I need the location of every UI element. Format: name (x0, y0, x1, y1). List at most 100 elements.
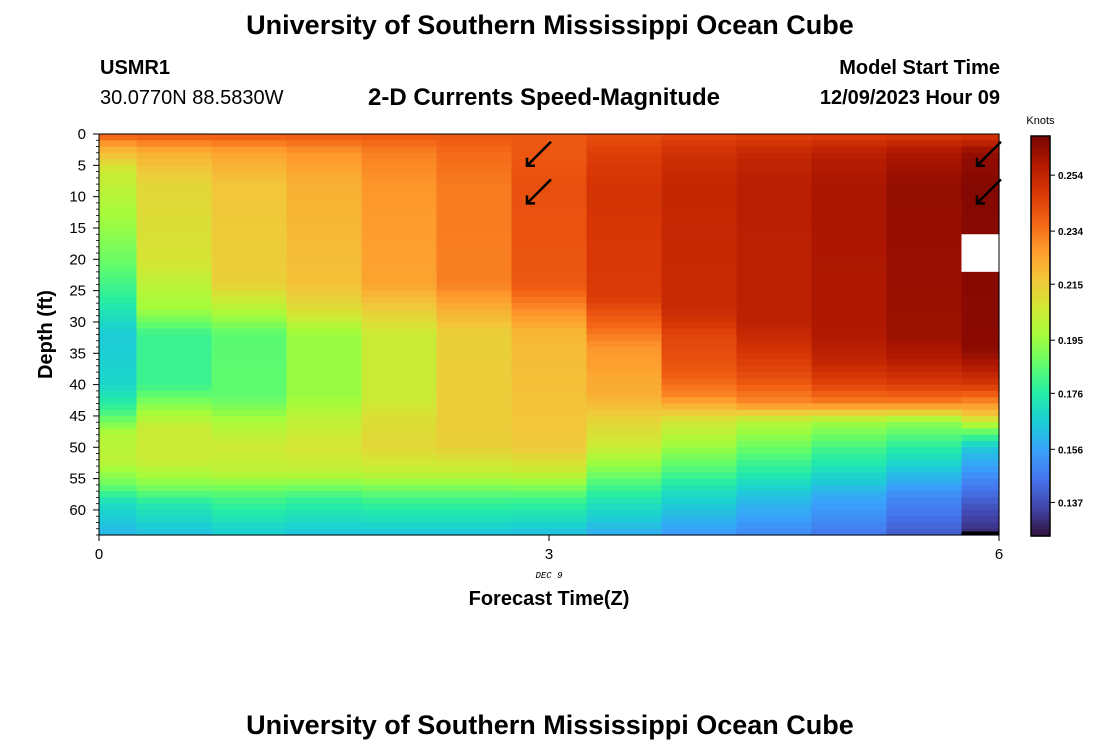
heatmap-cell (661, 227, 738, 235)
heatmap-cell (511, 234, 588, 242)
heatmap-cell (136, 372, 213, 379)
heatmap-cell (886, 171, 963, 179)
colorbar-segment (1031, 339, 1050, 344)
heatmap-cell (736, 196, 813, 204)
heatmap-cell (886, 303, 963, 311)
heatmap-cell (286, 334, 363, 342)
heatmap-cell (586, 334, 663, 342)
heatmap-cell (211, 140, 288, 148)
heatmap-cell (286, 409, 363, 417)
heatmap-cell (99, 209, 138, 217)
heatmap-cell (511, 359, 588, 367)
heatmap-cell (586, 296, 663, 304)
heatmap-cell (586, 159, 663, 166)
heatmap-cell (586, 528, 663, 536)
heatmap-cell (436, 265, 513, 273)
heatmap-cell (661, 422, 738, 430)
heatmap-cell (286, 184, 363, 191)
heatmap-cell (211, 134, 288, 141)
heatmap-cell (736, 221, 813, 229)
heatmap-cell (811, 403, 888, 411)
colorbar-segment (1031, 256, 1050, 260)
heatmap-cell (511, 321, 588, 329)
colorbar-tick-label: 0.156 (1058, 445, 1083, 456)
x-tick-label: 0 (95, 546, 103, 563)
station-coordinates: 30.0770N 88.5830W (100, 87, 284, 109)
heatmap-cell (886, 434, 963, 442)
heatmap-cell (99, 522, 138, 530)
heatmap-cell (586, 378, 663, 386)
heatmap-cell (511, 221, 588, 229)
heatmap-cell (961, 403, 1000, 411)
heatmap-cell (961, 202, 1000, 210)
colorbar-label: Knots (1026, 115, 1055, 127)
colorbar-segment (1031, 296, 1050, 300)
heatmap-cell (136, 365, 213, 373)
heatmap-cell (586, 497, 663, 505)
heatmap-cell (511, 353, 588, 361)
heatmap-cell (961, 497, 1000, 505)
heatmap-cell (586, 215, 663, 223)
heatmap-cell (99, 441, 138, 448)
heatmap-cell (436, 484, 513, 492)
heatmap-cell (436, 428, 513, 436)
heatmap-cell (886, 497, 963, 505)
heatmap-cell (286, 484, 363, 492)
heatmap-cell (811, 478, 888, 486)
heatmap-cell (736, 140, 813, 148)
heatmap-cell (811, 359, 888, 367)
heatmap-cell (136, 453, 213, 461)
heatmap-cell (286, 347, 363, 354)
heatmap-cell (811, 171, 888, 179)
colorbar-segment (1031, 276, 1050, 280)
heatmap-cell (211, 453, 288, 461)
heatmap-cell (99, 459, 138, 467)
heatmap-cell (811, 422, 888, 430)
heatmap-cell (286, 491, 363, 499)
heatmap-cell (811, 315, 888, 323)
heatmap-cell (811, 459, 888, 467)
model-start-label: Model Start Time (839, 57, 1000, 79)
heatmap-cell (961, 453, 1000, 461)
heatmap-cell (661, 328, 738, 336)
heatmap-cell (886, 259, 963, 267)
heatmap-cell (136, 296, 213, 304)
heatmap-cell (136, 140, 213, 148)
heatmap-cell (811, 497, 888, 505)
colorbar-segment (1031, 269, 1050, 274)
heatmap-cell (511, 466, 588, 473)
heatmap-cell (811, 503, 888, 511)
heatmap-cell (361, 284, 438, 292)
colorbar-segment (1031, 519, 1050, 524)
heatmap-cell (586, 221, 663, 229)
heatmap-cell (736, 509, 813, 517)
heatmap-cell (99, 227, 138, 235)
colorbar-segment (1031, 186, 1050, 190)
heatmap-cell (211, 503, 288, 511)
heatmap-cell (99, 497, 138, 505)
heatmap-cell (511, 134, 588, 141)
heatmap-cell (511, 397, 588, 405)
heatmap-cell (511, 290, 588, 298)
colorbar-frame (1030, 135, 1051, 537)
heatmap-cell (211, 365, 288, 373)
heatmap-cell (961, 259, 1000, 267)
heatmap-cell (736, 152, 813, 160)
heatmap-cell (811, 146, 888, 154)
colorbar-segment (1031, 309, 1050, 314)
colorbar-segment (1031, 179, 1050, 184)
heatmap-cell (886, 328, 963, 336)
heatmap-cell (886, 503, 963, 511)
colorbar-segment (1031, 466, 1050, 470)
heatmap-cell (361, 259, 438, 267)
heatmap-cell (511, 522, 588, 530)
heatmap-cell (736, 296, 813, 304)
heatmap-cell (811, 409, 888, 417)
heatmap-cell (99, 503, 138, 511)
heatmap-cell (436, 290, 513, 298)
heatmap-cell (436, 384, 513, 392)
colorbar-segment (1031, 419, 1050, 424)
heatmap-cell (136, 491, 213, 499)
heatmap-cell (511, 403, 588, 411)
heatmap-cell (886, 409, 963, 417)
